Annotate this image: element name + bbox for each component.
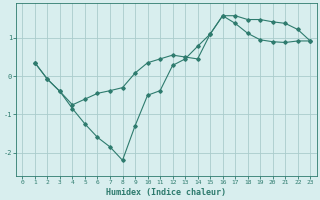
X-axis label: Humidex (Indice chaleur): Humidex (Indice chaleur) — [106, 188, 226, 197]
